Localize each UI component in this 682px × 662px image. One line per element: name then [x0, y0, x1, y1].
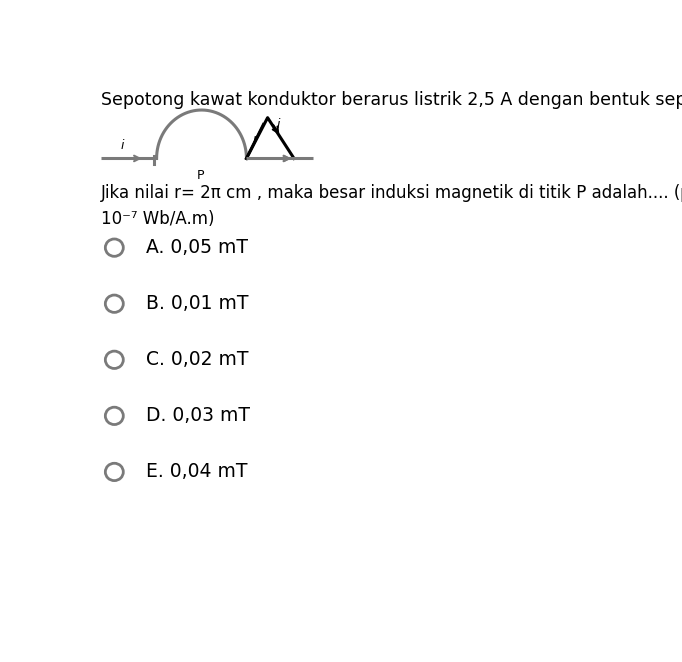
Text: Sepotong kawat konduktor berarus listrik 2,5 A dengan bentuk seperti gambar!: Sepotong kawat konduktor berarus listrik…	[101, 91, 682, 109]
Text: D. 0,03 mT: D. 0,03 mT	[146, 406, 250, 426]
Text: Jika nilai r= 2π cm , maka besar induksi magnetik di titik P adalah.... (μo = 4π: Jika nilai r= 2π cm , maka besar induksi…	[101, 184, 682, 202]
Text: A. 0,05 mT: A. 0,05 mT	[146, 238, 248, 257]
Text: P: P	[196, 169, 204, 181]
Text: B. 0,01 mT: B. 0,01 mT	[146, 294, 248, 313]
Text: i: i	[277, 118, 280, 130]
Text: r: r	[253, 133, 258, 146]
Text: i: i	[121, 139, 124, 152]
Text: E. 0,04 mT: E. 0,04 mT	[146, 463, 248, 481]
Text: C. 0,02 mT: C. 0,02 mT	[146, 350, 248, 369]
Text: 10⁻⁷ Wb/A.m): 10⁻⁷ Wb/A.m)	[101, 211, 215, 228]
